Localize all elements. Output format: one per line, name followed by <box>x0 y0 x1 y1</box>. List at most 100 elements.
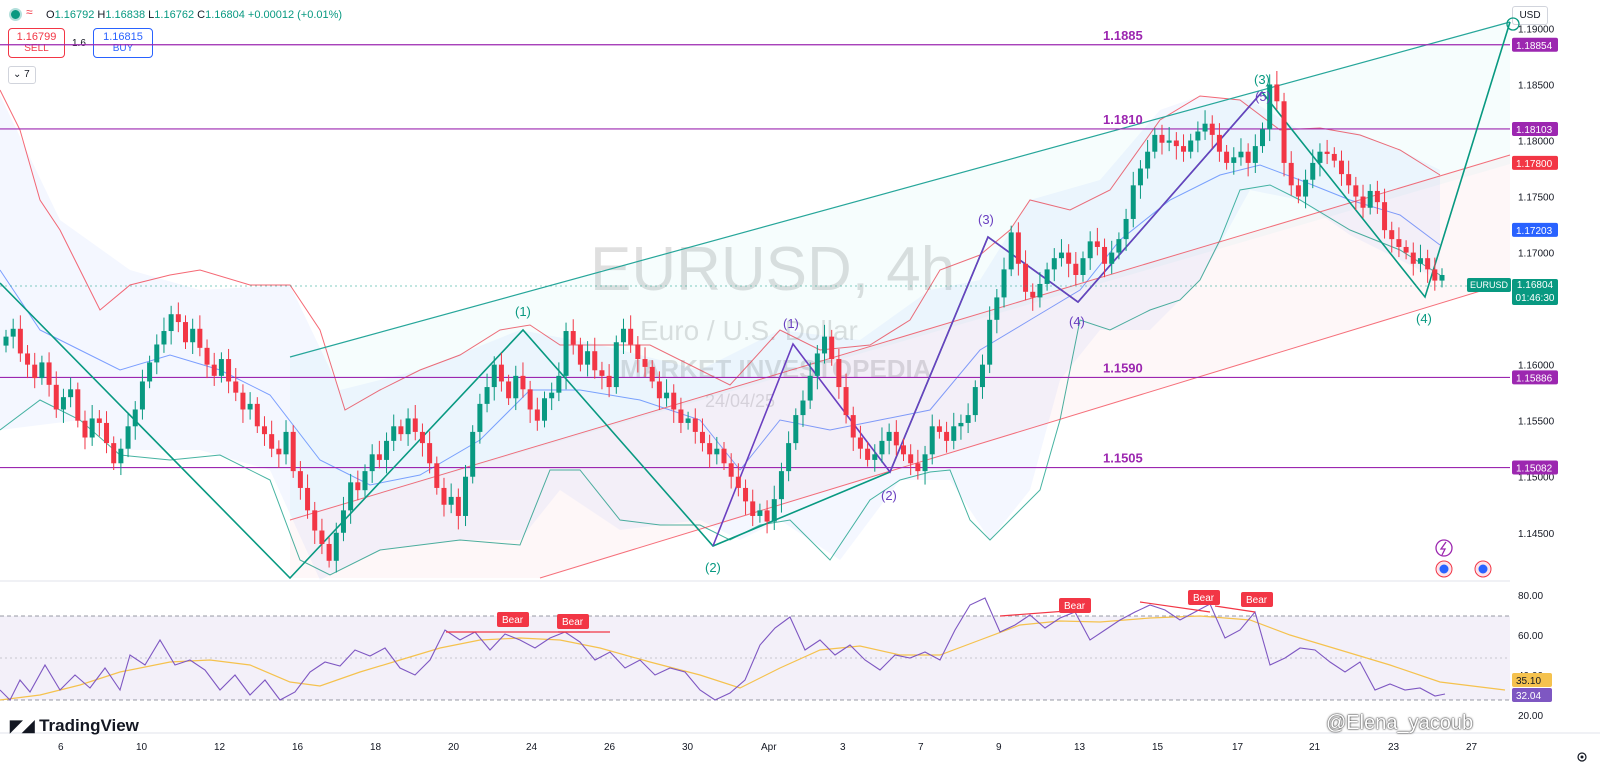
sell-button[interactable]: 1.16799 SELL <box>8 28 65 58</box>
visibility-dot-icon[interactable] <box>9 8 22 21</box>
candle-body <box>922 454 928 472</box>
open-value: 1.16792 <box>54 9 95 21</box>
candle-body <box>865 448 871 460</box>
event-icon[interactable] <box>1435 560 1453 578</box>
candle-body <box>384 440 390 460</box>
price-tick-label: 1.15000 <box>1518 473 1555 484</box>
candle-body <box>17 328 23 354</box>
divergence-line <box>1214 605 1256 613</box>
candle-body <box>204 347 210 365</box>
candle-body <box>506 381 512 399</box>
price-tag-box <box>1512 460 1558 475</box>
candle-body <box>376 454 382 460</box>
wave-labels: (1) (2) (3) (4) (5) (1) (2) (3) (4) <box>515 17 1520 575</box>
candle-body <box>786 443 792 472</box>
lightning-icon[interactable] <box>1435 539 1453 557</box>
currency-selector[interactable]: USD <box>1512 6 1548 25</box>
time-tick-label: 27 <box>1466 742 1478 753</box>
price-axis[interactable]: 1.19000 1.18500 1.18000 1.17500 1.17000 1.160… <box>1518 24 1555 539</box>
candle-body <box>1281 101 1287 163</box>
elliott-wave-label: (2) <box>705 560 721 575</box>
tradingview-logo[interactable]: ◤◢ TradingView <box>10 716 139 736</box>
buy-label: BUY <box>112 43 134 54</box>
candle-body <box>750 501 756 516</box>
candle-body <box>240 392 246 410</box>
symbol-info-icon[interactable]: ≈ <box>26 5 33 19</box>
candle-body <box>46 362 52 385</box>
elliott-wave-label: (5) <box>1255 89 1271 104</box>
candle-body <box>175 314 181 323</box>
wave-target-marker <box>1506 17 1520 31</box>
candle-body <box>3 336 9 346</box>
price-tick-label: 1.18500 <box>1518 80 1555 91</box>
candle-body <box>412 418 418 432</box>
candle-body <box>1195 131 1201 141</box>
candle-body <box>333 532 339 561</box>
candle-body <box>793 415 799 444</box>
candle-body <box>936 426 942 432</box>
candle-body <box>218 359 224 376</box>
candle-body <box>915 463 921 472</box>
time-tick-label: 3 <box>840 742 846 753</box>
candle-body <box>757 510 763 516</box>
price-tag-box <box>1512 37 1558 52</box>
candle-body <box>807 375 813 401</box>
candle-body <box>987 319 993 365</box>
candle-body <box>1260 129 1265 147</box>
candle-body <box>1058 252 1064 259</box>
bollinger-upper <box>0 89 1441 411</box>
spread-value: 1.6 <box>72 38 86 49</box>
indicators-toggle[interactable]: ⌄ 7 <box>8 66 36 84</box>
settings-icon[interactable] <box>1577 752 1587 762</box>
candle-body <box>664 392 670 399</box>
candle-body <box>233 381 239 393</box>
watermark-brand: MARKET INVESTOPEDIA <box>620 354 932 384</box>
candle-body <box>879 440 885 455</box>
close-label: C <box>197 9 206 21</box>
buy-button[interactable]: 1.16815 BUY <box>93 28 153 58</box>
candle-body <box>1073 263 1079 275</box>
candle-body <box>419 431 425 444</box>
candle-body <box>901 445 906 455</box>
candle-body <box>139 381 145 410</box>
candle-body <box>362 471 368 491</box>
candle-body <box>1360 196 1366 208</box>
candle-body <box>183 322 188 343</box>
candle-body <box>1051 258 1057 270</box>
candle-body <box>269 434 275 449</box>
divergence-line <box>1139 601 1211 613</box>
rsi-value: 32.04 <box>1516 691 1541 702</box>
candle-body <box>484 387 490 404</box>
countdown-value: 01:46:30 <box>1515 293 1555 304</box>
bear-tag-label: Bear <box>1193 593 1215 604</box>
candle-body <box>1166 140 1172 143</box>
candle-body <box>276 448 282 455</box>
elliott-wave-label: (4) <box>1069 314 1085 329</box>
candle-body <box>1274 84 1280 102</box>
time-tick-label: 26 <box>604 742 616 753</box>
bear-annotations: Bear Bear Bear Bear Bear <box>446 590 1273 633</box>
candle-body <box>1130 185 1136 219</box>
time-axis[interactable]: 6 10 12 16 18 20 24 26 30 Apr 3 7 9 13 15 17 21 23 27 <box>58 742 1478 753</box>
candle-body <box>1209 123 1215 135</box>
candle-body <box>1288 162 1294 186</box>
price-tag-value: 1.18854 <box>1516 41 1553 52</box>
candle-body <box>965 415 971 423</box>
price-tag-value: 1.15886 <box>1516 373 1553 384</box>
rsi-ma-value: 35.10 <box>1516 676 1541 687</box>
candle-body <box>340 510 346 533</box>
bollinger-lower <box>0 184 1441 576</box>
event-icon[interactable] <box>1474 560 1492 578</box>
candle-body <box>254 403 260 427</box>
candle-body <box>1410 252 1416 264</box>
watermark-name: Euro / U.S. Dollar <box>640 315 858 346</box>
candle-body <box>211 364 217 376</box>
candle-body <box>951 426 957 441</box>
candle-body <box>814 353 820 376</box>
candle-body <box>1245 151 1251 163</box>
candle-body <box>721 448 727 464</box>
high-label: H <box>97 9 106 21</box>
time-tick-label: Apr <box>761 742 777 753</box>
